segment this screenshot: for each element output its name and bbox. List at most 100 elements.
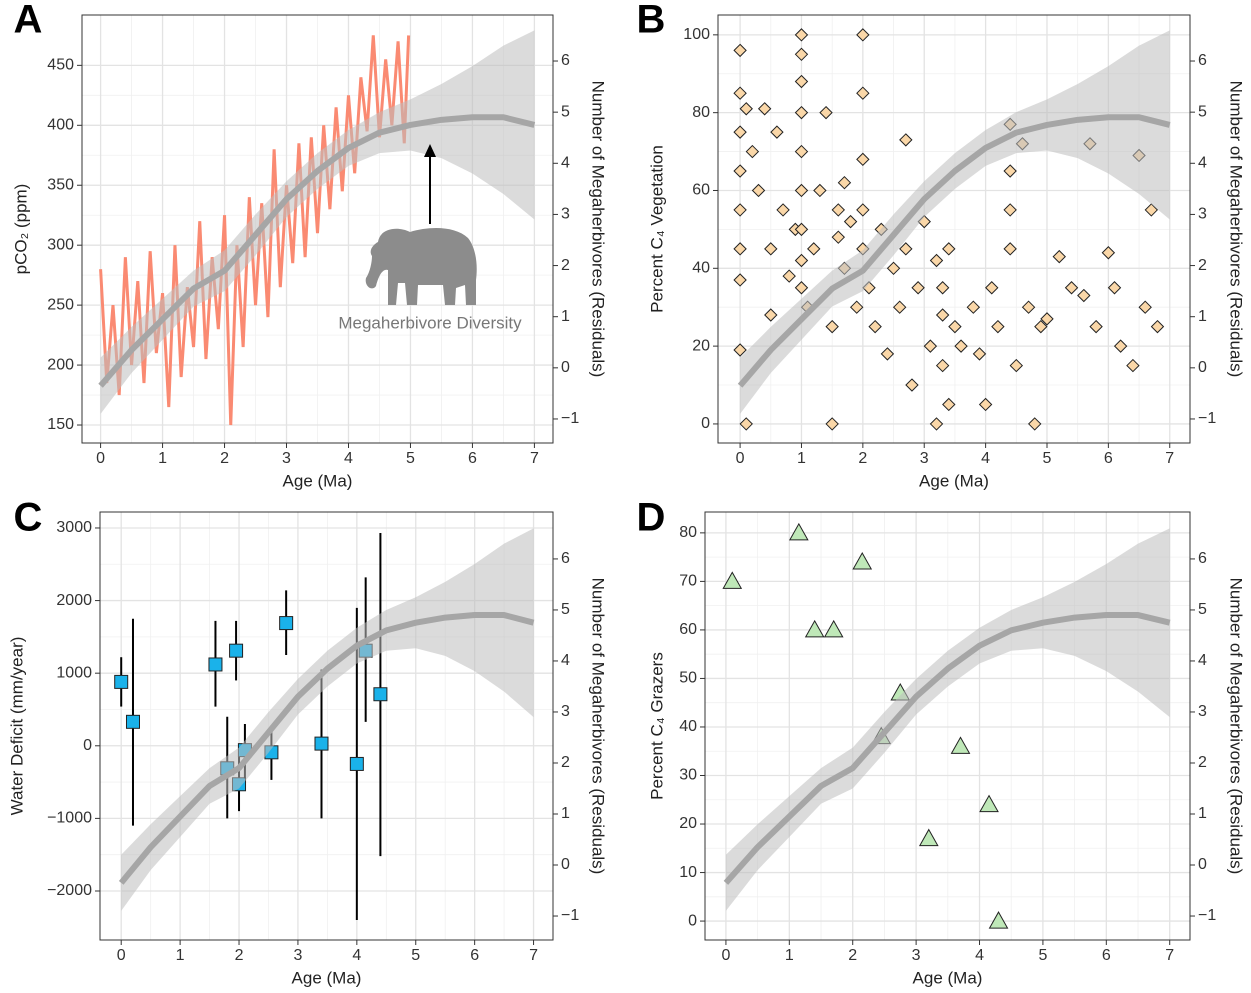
x-tick-label: 7: [530, 450, 539, 467]
y2-tick-label: 2: [561, 257, 570, 274]
diamond-point: [745, 144, 760, 159]
diamond-point: [978, 397, 993, 412]
x-tick-label: 0: [96, 450, 105, 467]
diamond-point: [966, 300, 981, 314]
plot-border: [704, 511, 1191, 941]
triangle-point: [722, 571, 743, 589]
y-tick-label: 10: [679, 864, 697, 881]
elephant: [365, 228, 477, 305]
diamond-point: [757, 102, 772, 116]
x-tick-label: 1: [785, 947, 794, 964]
y-tick-label: 60: [692, 182, 710, 199]
diamond-point: [954, 339, 968, 353]
plot-border: [81, 14, 554, 444]
y-tick-label: 80: [692, 104, 710, 121]
y-tick-label: 40: [692, 260, 710, 277]
y2-tick-label: 0: [1198, 856, 1207, 873]
elephant-icon: [365, 144, 477, 305]
y2-tick-label: −1: [561, 410, 579, 427]
triangle-point: [852, 551, 873, 570]
confidence-ribbon: [100, 30, 535, 414]
x-tick-label: 0: [117, 947, 126, 964]
y-tick-label: 80: [679, 524, 697, 541]
y-tick-label: −2000: [47, 882, 92, 899]
triangle-point: [788, 522, 809, 541]
y2-tick-label: 5: [1198, 601, 1207, 618]
x-tick-label: 2: [220, 450, 229, 467]
diamond-point: [764, 242, 778, 256]
diamond-point: [837, 175, 852, 190]
diamond-point: [1101, 246, 1116, 260]
triangle-point: [988, 911, 1009, 929]
x-tick-label: 0: [721, 947, 730, 964]
panel-letter: D: [637, 496, 666, 540]
x-tick-label: 7: [1165, 450, 1174, 467]
diamond-point: [935, 358, 950, 373]
y-tick-label: 1000: [56, 664, 92, 681]
y2-axis-label: Number of Megaherbivores (Residuals): [589, 81, 608, 378]
diamond-point: [825, 417, 839, 431]
diamond-point: [1077, 288, 1091, 303]
x-tick-label: 1: [176, 947, 185, 964]
diamond-point: [991, 319, 1005, 334]
diamond-point: [794, 105, 809, 120]
x-tick-label: 4: [344, 450, 353, 467]
x-axis-label: Age (Ma): [292, 968, 362, 987]
arrow-head: [424, 144, 436, 157]
y2-tick-label: 5: [561, 103, 570, 120]
diamond-point: [764, 308, 778, 322]
triangle-point: [804, 619, 825, 638]
x-tick-label: 3: [282, 450, 291, 467]
fit-line: [118, 612, 535, 885]
x-tick-label: 4: [975, 947, 984, 964]
diamond-point: [794, 253, 809, 268]
square-point: [114, 674, 129, 689]
diamond-point: [948, 319, 962, 334]
diamond-point: [868, 319, 882, 334]
diamond-point: [794, 222, 809, 237]
x-tick-label: 2: [235, 947, 244, 964]
diamond-point: [733, 43, 747, 58]
diamond-point: [813, 183, 827, 198]
diamond-point: [843, 214, 858, 229]
y2-tick-label: 6: [1198, 52, 1207, 69]
x-tick-label: 5: [411, 947, 420, 964]
data-layer: [733, 28, 1165, 431]
y2-tick-label: 6: [561, 52, 570, 69]
x-axis-label: Age (Ma): [913, 968, 983, 987]
diamond-point: [794, 47, 809, 62]
diamond-point: [1107, 281, 1122, 295]
panel-letter: B: [637, 0, 666, 42]
y2-tick-label: 4: [561, 155, 570, 172]
diamond-point: [856, 152, 870, 167]
diamond-point: [880, 347, 895, 361]
y2-tick-label: −1: [561, 907, 579, 924]
x-tick-label: 3: [293, 947, 302, 964]
diamond-point: [856, 28, 870, 42]
x-tick-label: 4: [981, 450, 990, 467]
diamond-point: [794, 74, 809, 89]
x-tick-label: 7: [529, 947, 538, 964]
diamond-point: [733, 203, 747, 217]
diamond-point: [929, 417, 944, 431]
y-tick-label: 150: [47, 416, 74, 433]
y2-tick-label: 3: [561, 703, 570, 720]
y2-tick-label: 4: [1198, 652, 1207, 669]
diamond-point: [1144, 203, 1159, 217]
diamond-point: [739, 102, 753, 116]
square-point: [229, 643, 244, 658]
y-tick-label: 70: [679, 573, 697, 590]
diamond-point: [911, 281, 925, 295]
confidence-ribbon: [121, 528, 534, 911]
x-tick-label: 6: [468, 450, 477, 467]
diamond-point: [831, 230, 846, 244]
square-point: [314, 736, 329, 751]
diamond-point: [886, 261, 901, 276]
diamond-point: [1034, 319, 1048, 334]
square-point: [373, 687, 388, 702]
diamond-point: [782, 269, 796, 283]
diamond-point: [985, 281, 999, 295]
diamond-point: [923, 339, 938, 353]
plot-border: [717, 14, 1191, 444]
data-layer: [99, 35, 411, 426]
